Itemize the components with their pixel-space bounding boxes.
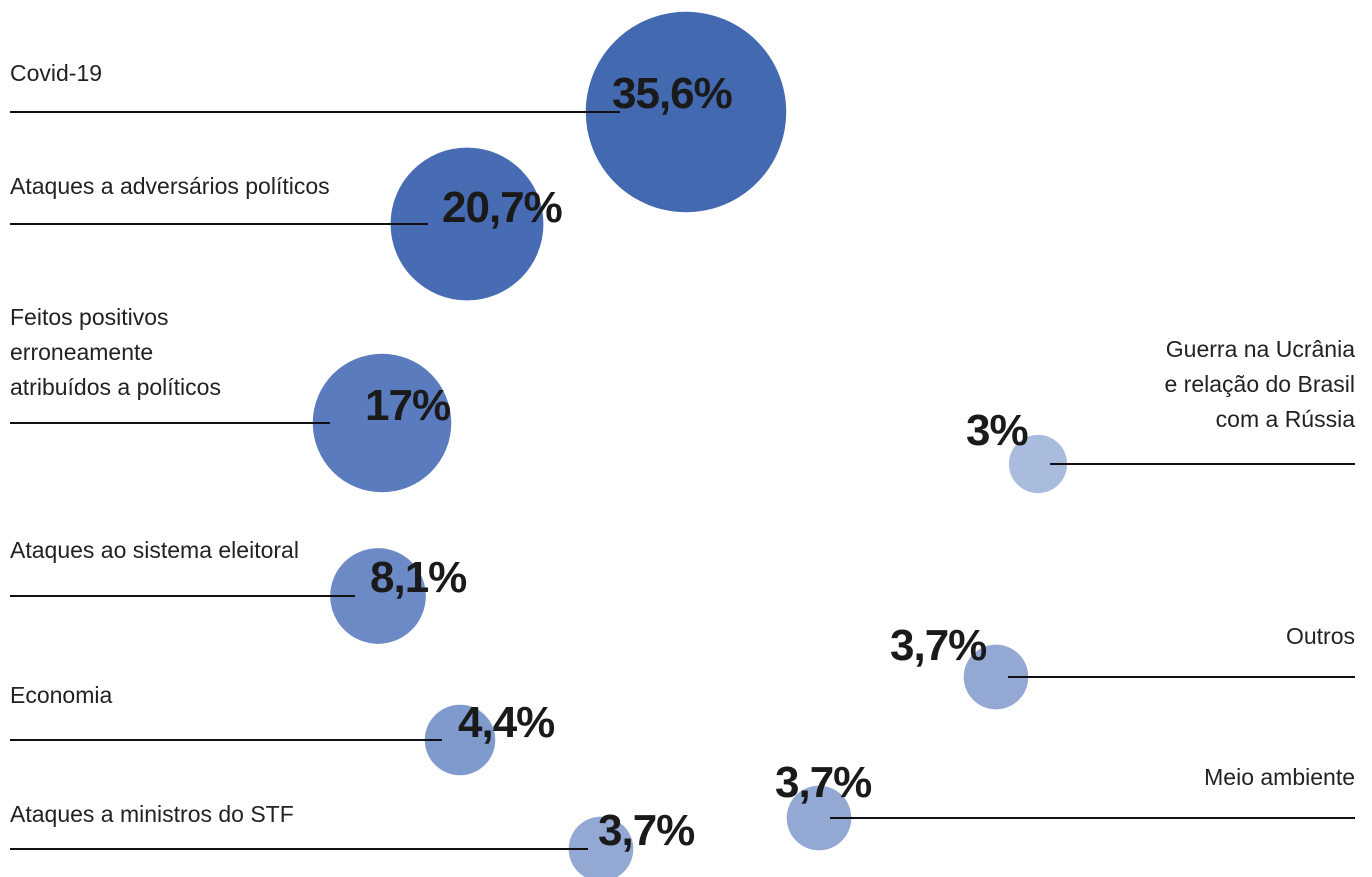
category-label: Guerra na Ucrânia e relação do Brasil co… <box>1164 336 1356 432</box>
value-label: 35,6% <box>612 69 732 118</box>
category-label: Feitos positivos erroneamente atribuídos… <box>10 304 221 400</box>
bubble <box>585 11 787 213</box>
category-label: Ataques ao sistema eleitoral <box>10 537 299 563</box>
value-label: 3,7% <box>775 758 871 807</box>
bubble <box>312 353 452 493</box>
category-label: Meio ambiente <box>1204 764 1355 790</box>
category-label: Ataques a ministros do STF <box>10 801 294 827</box>
bubble <box>390 147 544 301</box>
value-label: 17% <box>365 381 450 430</box>
value-label: 4,4% <box>458 698 554 747</box>
category-label: Economia <box>10 682 113 708</box>
value-label: 20,7% <box>442 183 562 232</box>
value-label: 3,7% <box>598 806 694 855</box>
category-label: Covid-19 <box>10 60 103 86</box>
bubble <box>1008 434 1068 494</box>
value-label: 8,1% <box>370 553 466 602</box>
bubble <box>330 548 426 644</box>
bubble <box>786 785 852 851</box>
category-label: Outros <box>1285 623 1355 649</box>
bubble <box>963 644 1029 710</box>
bubble <box>424 704 496 776</box>
value-label: 3,7% <box>890 621 986 670</box>
bubble <box>568 816 634 877</box>
category-label: Ataques a adversários políticos <box>10 173 330 199</box>
value-label: 3% <box>966 406 1028 455</box>
